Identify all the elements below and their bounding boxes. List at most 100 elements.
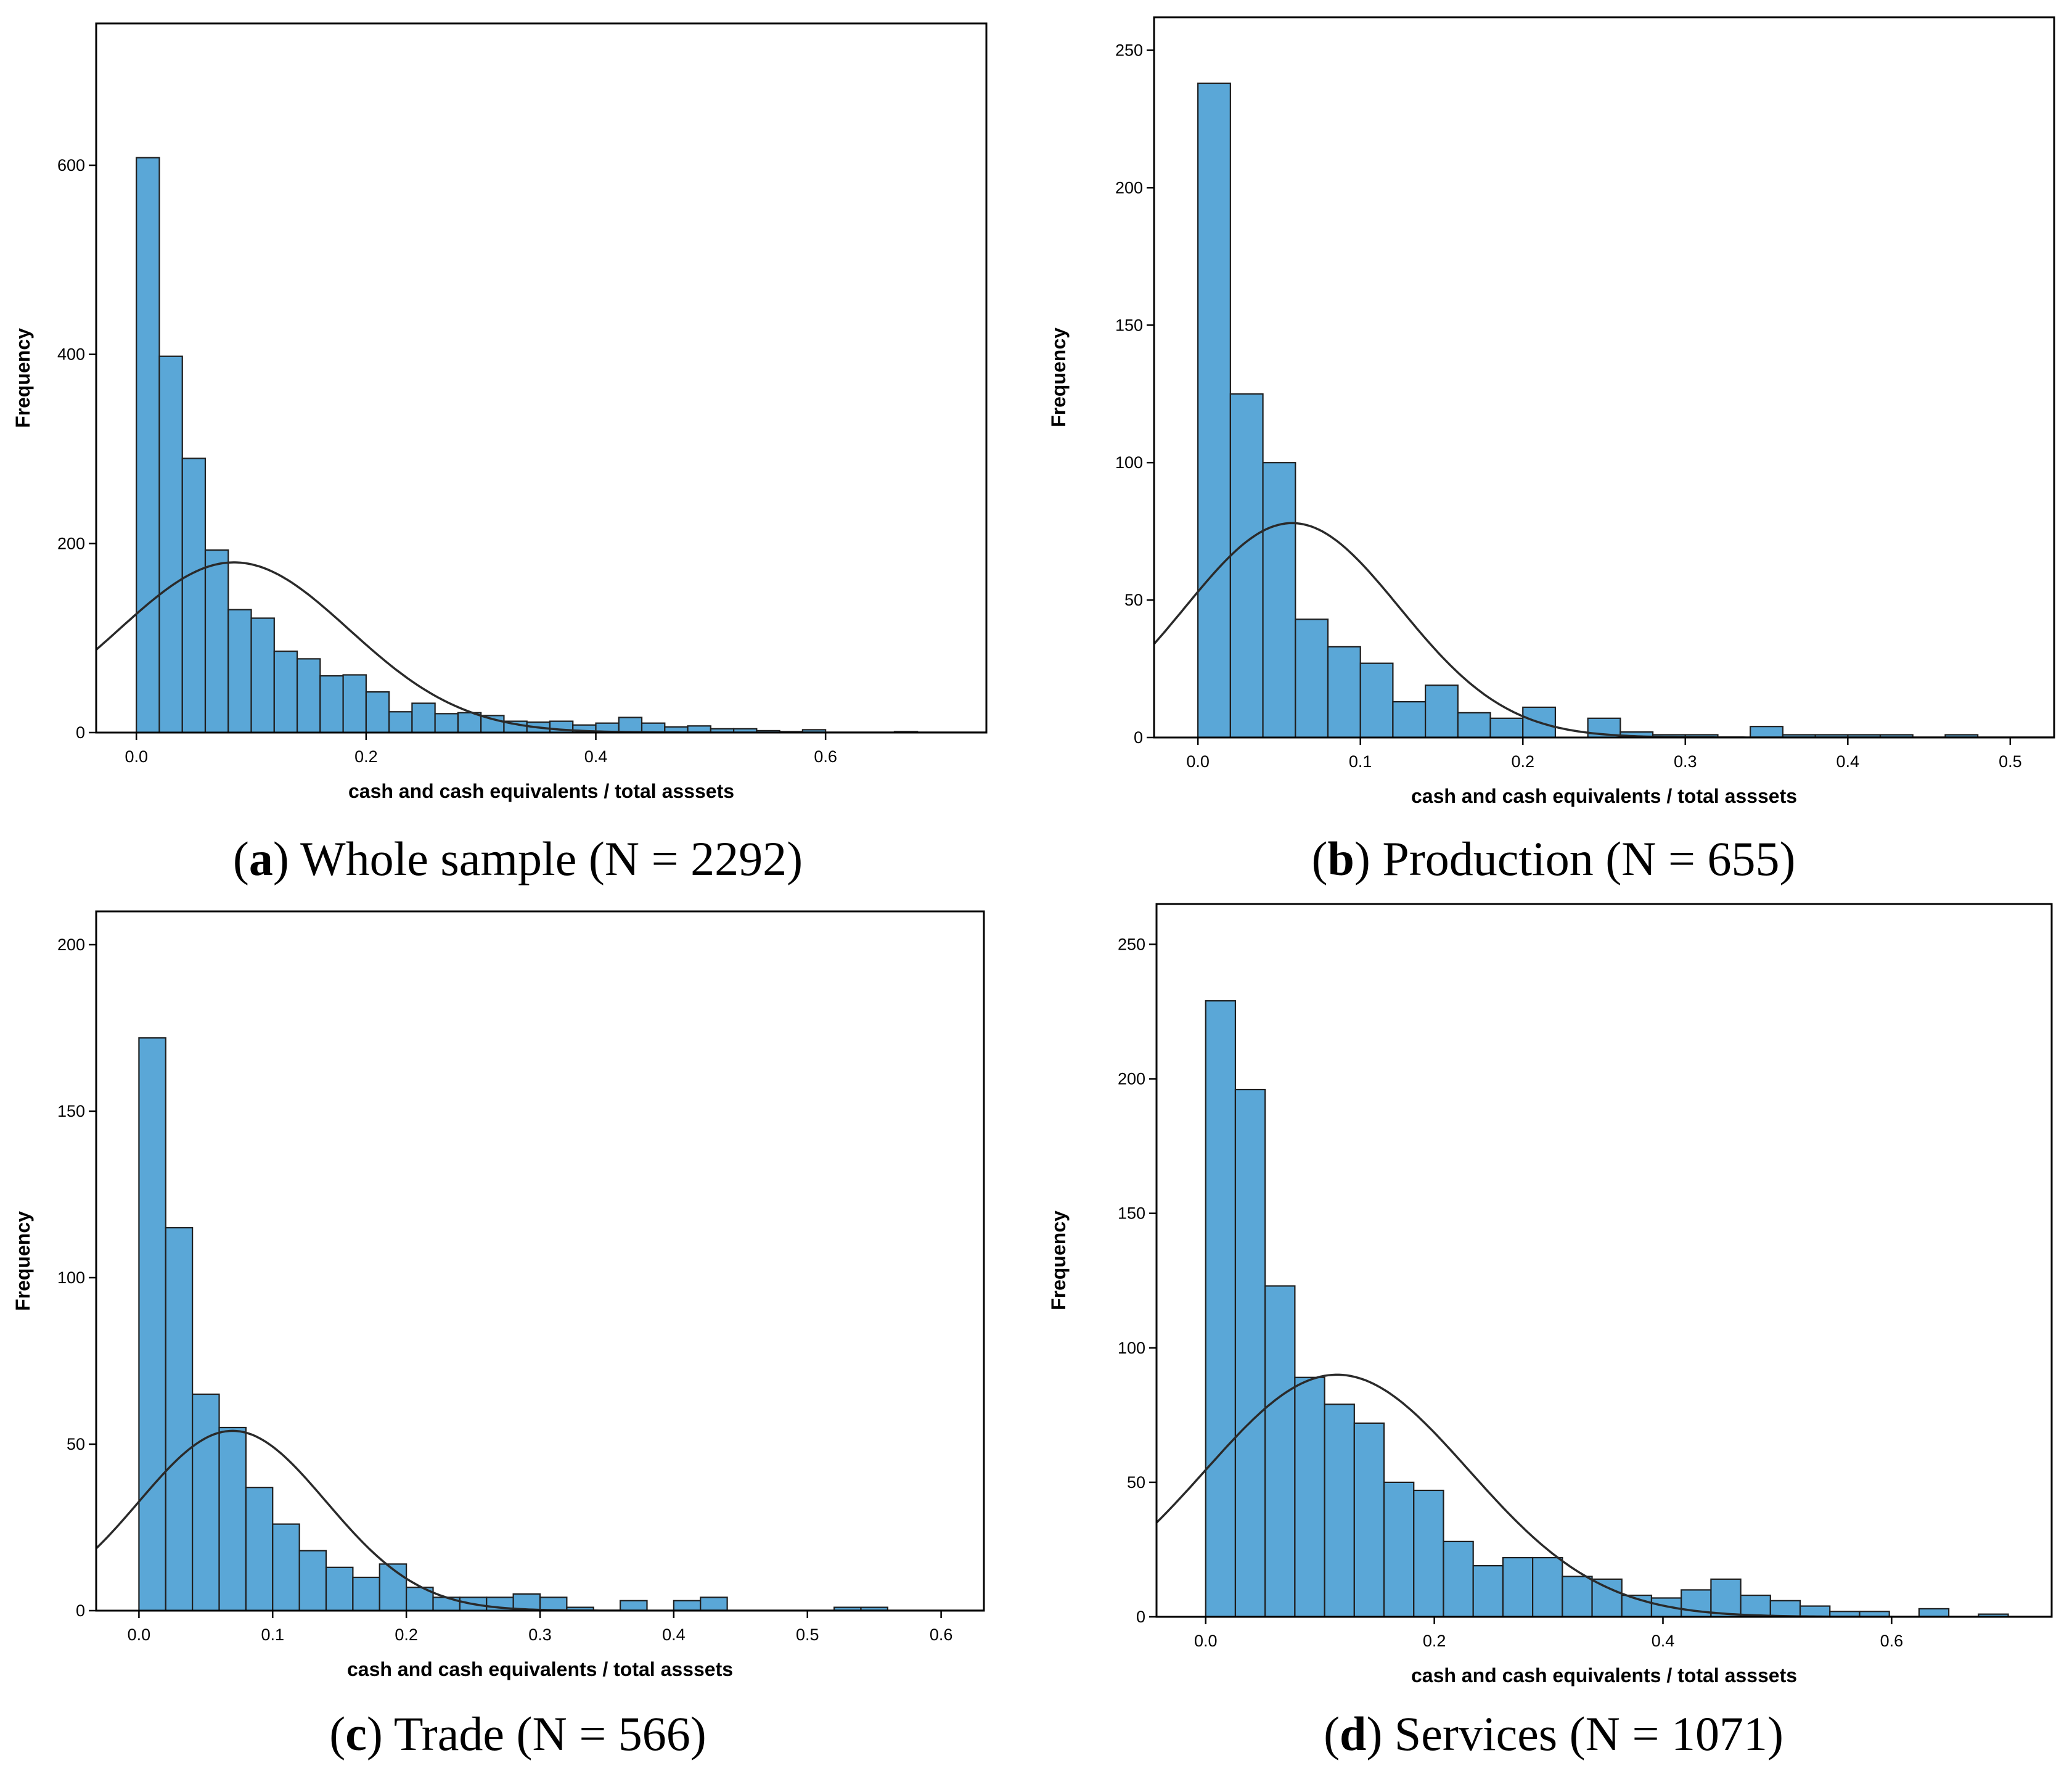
histogram-bar [1489,717,1524,739]
histogram-bar [1324,1403,1355,1618]
histogram-bar [1710,1578,1742,1618]
histogram-bar [204,549,229,734]
histogram-bar [1229,393,1264,739]
histogram-bar [1234,1088,1266,1618]
histogram-bar [1197,82,1231,739]
x-tick-label: 0.2 [1511,752,1534,771]
histogram-bar [296,658,321,734]
y-tick-label: 200 [1115,178,1143,197]
y-tick-label: 0 [1134,728,1143,747]
caption-a: (a) Whole sample (N = 2292) [232,832,803,885]
normal-curve [1157,1373,2052,1617]
x-axis-label: cash and cash equivalents / total assset… [1411,785,1797,807]
x-tick-label: 0.1 [261,1625,284,1644]
histogram-bar [1457,712,1491,739]
histogram-bar [245,1487,274,1612]
y-tick-label: 250 [1118,935,1145,953]
bars [136,157,919,734]
bars [1205,1000,2009,1618]
x-axis-label: cash and cash equivalents / total assset… [348,780,734,802]
histogram-bar [620,1600,648,1612]
x-axis-label: cash and cash equivalents / total assset… [1411,1664,1797,1687]
histogram-bar [673,1600,702,1612]
histogram-bar [1769,1600,1801,1618]
histogram-bar [1359,662,1394,739]
y-tick-label: 50 [67,1435,85,1453]
bars [1197,82,1979,739]
y-tick-label: 0 [76,723,85,742]
y-axis-label: Frequency [12,328,34,428]
histogram-bar [1443,1540,1474,1618]
plot-frame [1155,903,2053,1618]
x-tick-label: 0.0 [128,1625,151,1644]
histogram-bar [181,458,207,734]
x-tick-label: 0.6 [814,747,837,766]
histogram-bar [1294,1376,1325,1618]
y-tick-label: 200 [57,534,85,553]
plot-frame [1153,16,2055,739]
histogram-bar [158,355,183,734]
histogram-bar [365,691,390,734]
y-tick-label: 250 [1115,41,1143,59]
x-tick-label: 0.0 [125,747,148,766]
histogram-bar [1562,1576,1593,1618]
y-tick-label: 200 [57,935,85,954]
chart-a: 0 200 400 600 0.0 0.2 0.4 0.6 cash and cash equi… [12,22,988,802]
histogram-bar [388,711,413,734]
histogram-bar [539,1596,568,1612]
panel-c: 0 50 100 150 200 0.0 0.1 0.2 0.3 0.4 0.5 0.6 cash an… [0,889,1036,1778]
x-axis-label: cash and cash equivalents / total assset… [347,1658,733,1680]
x-tick-label: 0.4 [584,747,608,766]
normal-curve [1154,522,2054,737]
histogram-bar [1425,684,1459,739]
histogram-bar [136,157,160,734]
histogram-bar [700,1596,728,1612]
y-axis-label: Frequency [1047,327,1070,427]
y-tick-label: 150 [57,1102,85,1120]
y-tick-label: 100 [57,1268,85,1287]
histogram-bar [641,722,666,734]
plot-frame [95,22,988,734]
histogram-bar [218,1426,247,1612]
histogram-bar [138,1037,166,1612]
histogram-bar [1799,1605,1831,1618]
x-tick-label: 0.6 [930,1625,953,1644]
histogram-bar [273,651,298,734]
histogram-bar [1327,646,1361,739]
panel-b: 0 50 100 150 200 250 0.0 0.1 0.2 0.3 0.4 0.5 cash an… [1036,0,2071,889]
histogram-bar [1295,618,1329,739]
histogram-bar [411,702,436,734]
histogram-bar [342,674,367,734]
x-tick-label: 0.2 [1423,1632,1446,1650]
x-tick-label: 0.5 [1999,752,2022,771]
y-tick-label: 100 [1118,1339,1145,1357]
y-axis-label: Frequency [1047,1210,1070,1310]
caption-c: (c) Trade (N = 566) [329,1707,706,1761]
histogram-bar [250,617,275,734]
x-tick-label: 0.1 [1349,752,1372,771]
chart-c: 0 50 100 150 200 0.0 0.1 0.2 0.3 0.4 0.5 0.6 cash an… [12,910,985,1680]
y-tick-label: 50 [1124,591,1143,609]
histogram-bar [352,1576,380,1612]
y-tick-label: 0 [76,1601,85,1620]
histogram-bar [298,1550,327,1612]
x-tick-label: 0.4 [662,1625,686,1644]
y-tick-label: 150 [1118,1204,1145,1223]
y-axis-label: Frequency [12,1211,34,1311]
histogram-bar [165,1226,194,1612]
histogram-bar [1918,1608,1950,1618]
histogram-bar [1262,462,1296,739]
bars [138,1037,888,1612]
x-tick-label: 0.4 [1837,752,1860,771]
x-tick-label: 0.0 [1194,1632,1218,1650]
panel-a: 0 200 400 600 0.0 0.2 0.4 0.6 cash and cash equi… [0,0,1036,889]
y-tick-label: 400 [57,345,85,364]
histogram-bar [1413,1489,1444,1618]
caption-d: (d) Services (N = 1071) [1324,1707,1783,1761]
y-tick-label: 100 [1115,453,1143,472]
histogram-bar [1383,1481,1415,1618]
x-tick-label: 0.2 [354,747,378,766]
y-tick-label: 200 [1118,1070,1145,1088]
y-tick-label: 0 [1136,1608,1145,1626]
y-tick-label: 600 [57,156,85,175]
